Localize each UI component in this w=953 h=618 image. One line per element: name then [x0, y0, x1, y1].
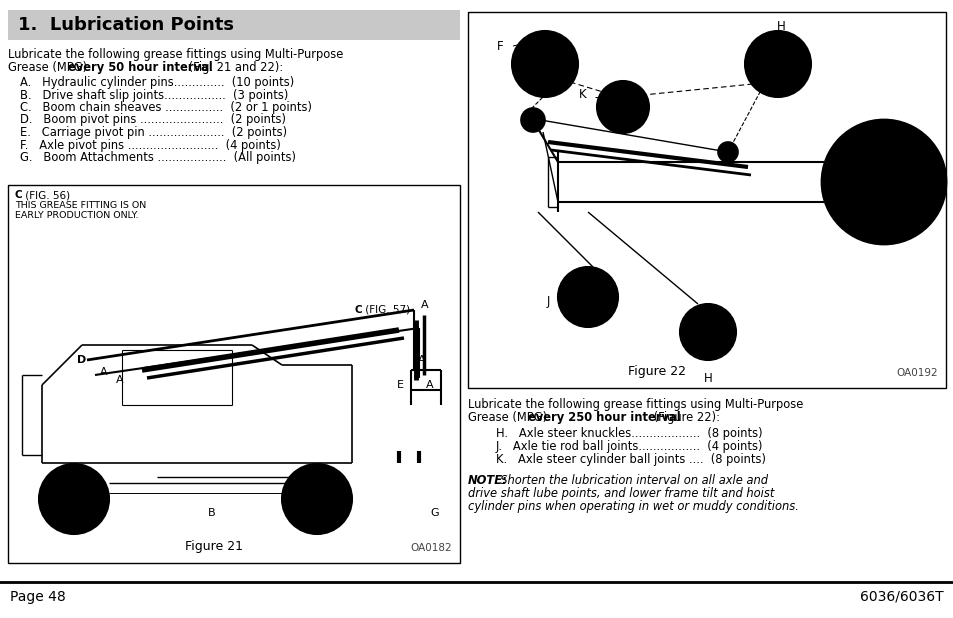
Text: D.   Boom pivot pins .......................  (2 points): D. Boom pivot pins .....................…	[20, 114, 286, 127]
Circle shape	[558, 267, 618, 327]
Text: F.   Axle pivot pins .........................  (4 points): F. Axle pivot pins .....................…	[20, 138, 280, 151]
Circle shape	[744, 31, 810, 97]
Text: Grease (MPG): Grease (MPG)	[468, 411, 550, 424]
Text: A.   Hydraulic cylinder pins..............  (10 points): A. Hydraulic cylinder pins..............…	[20, 76, 294, 89]
Bar	[8, 185, 459, 563]
Text: A: A	[426, 380, 434, 390]
Text: A: A	[420, 300, 428, 310]
Text: K: K	[578, 88, 586, 101]
Text: K.   Axle steer cylinder ball joints ....  (8 points): K. Axle steer cylinder ball joints .... …	[496, 453, 765, 466]
Circle shape	[576, 285, 603, 313]
Text: cylinder pins when operating in wet or muddy conditions.: cylinder pins when operating in wet or m…	[468, 500, 798, 513]
Circle shape	[66, 491, 82, 507]
Text: Figure 22: Figure 22	[627, 365, 685, 378]
Circle shape	[718, 142, 738, 162]
Circle shape	[696, 322, 720, 346]
Circle shape	[865, 153, 871, 159]
Circle shape	[895, 153, 901, 159]
Text: (Fig. 21 and 22):: (Fig. 21 and 22):	[185, 61, 283, 74]
Text: Grease (MPG): Grease (MPG)	[8, 61, 91, 74]
Text: H: H	[776, 20, 784, 33]
Text: (FIG. 56): (FIG. 56)	[22, 190, 71, 200]
Text: E: E	[396, 380, 403, 390]
Text: Lubricate the following grease fittings using Multi-Purpose: Lubricate the following grease fittings …	[468, 398, 802, 411]
Text: F: F	[497, 40, 503, 53]
Circle shape	[843, 142, 923, 222]
Text: Figure 21: Figure 21	[185, 540, 243, 553]
Text: H: H	[703, 373, 712, 386]
Text: G: G	[430, 508, 438, 518]
Text: OA0192: OA0192	[896, 368, 937, 378]
Circle shape	[863, 162, 903, 202]
Text: Lubricate the following grease fittings using Multi-Purpose: Lubricate the following grease fittings …	[8, 48, 343, 61]
Text: every 250 hour interval: every 250 hour interval	[528, 411, 680, 424]
Text: C.   Boom chain sheaves ................  (2 or 1 points): C. Boom chain sheaves ................ (…	[20, 101, 312, 114]
Text: Page 48: Page 48	[10, 590, 66, 604]
Circle shape	[895, 205, 901, 211]
Text: E.   Carriage pivot pin .....................  (2 points): E. Carriage pivot pin ..................…	[20, 126, 287, 139]
Circle shape	[610, 95, 635, 119]
Text: Shorten the lubrication interval on all axle and: Shorten the lubrication interval on all …	[493, 474, 768, 487]
Text: A: A	[100, 367, 108, 377]
Text: 1.  Lubrication Points: 1. Lubrication Points	[18, 16, 233, 34]
Text: A: A	[116, 375, 124, 385]
Text: THIS GREASE FITTING IS ON: THIS GREASE FITTING IS ON	[15, 201, 146, 210]
Circle shape	[865, 205, 871, 211]
Circle shape	[532, 53, 563, 85]
Circle shape	[282, 464, 352, 534]
Circle shape	[597, 81, 648, 133]
Circle shape	[850, 179, 856, 185]
Text: OA0182: OA0182	[410, 543, 452, 553]
Circle shape	[763, 52, 791, 80]
Circle shape	[875, 174, 891, 190]
Circle shape	[298, 481, 335, 517]
Text: (FIG. 57): (FIG. 57)	[361, 305, 410, 315]
Text: J: J	[546, 295, 549, 308]
Text: drive shaft lube points, and lower frame tilt and hoist: drive shaft lube points, and lower frame…	[468, 487, 774, 500]
Circle shape	[512, 31, 578, 97]
Bar	[8, 10, 459, 40]
Text: NOTE:: NOTE:	[468, 474, 507, 487]
Text: A: A	[417, 355, 425, 365]
Text: J.   Axle tie rod ball joints.................  (4 points): J. Axle tie rod ball joints.............…	[496, 440, 762, 453]
Text: EARLY PRODUCTION ONLY.: EARLY PRODUCTION ONLY.	[15, 211, 138, 220]
Bar	[468, 12, 945, 388]
Circle shape	[539, 61, 556, 77]
Circle shape	[910, 179, 916, 185]
Text: B.   Drive shaft slip joints.................  (3 points): B. Drive shaft slip joints..............…	[20, 88, 288, 101]
Text: C: C	[15, 190, 23, 200]
Circle shape	[520, 108, 544, 132]
Circle shape	[39, 464, 109, 534]
Circle shape	[56, 481, 91, 517]
Circle shape	[309, 491, 325, 507]
Text: C: C	[355, 305, 362, 315]
Circle shape	[821, 120, 945, 244]
Text: H.   Axle steer knuckles...................  (8 points): H. Axle steer knuckles..................…	[496, 427, 761, 440]
Text: every 50 hour interval: every 50 hour interval	[69, 61, 213, 74]
Text: G.   Boom Attachments ...................  (All points): G. Boom Attachments ................... …	[20, 151, 295, 164]
Text: D: D	[77, 355, 87, 365]
Text: B: B	[208, 508, 215, 518]
Text: 6036/6036T: 6036/6036T	[860, 590, 943, 604]
Circle shape	[679, 304, 735, 360]
Text: (Figure 22):: (Figure 22):	[650, 411, 720, 424]
